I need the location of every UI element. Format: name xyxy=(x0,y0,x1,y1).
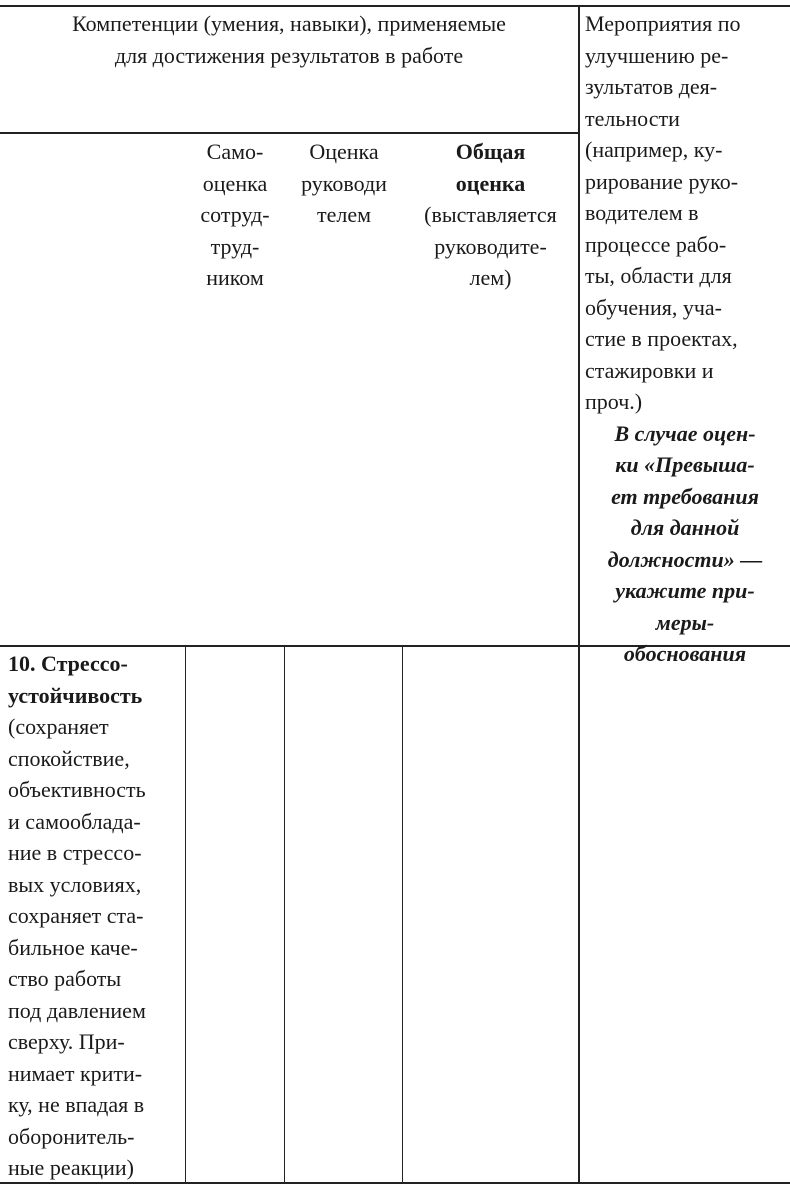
description-line: ку, не впадая в xyxy=(8,1092,145,1117)
table-bottom-border xyxy=(0,1182,790,1184)
note-line: должности» — xyxy=(607,546,763,572)
competency-title: 10. Стрессо- xyxy=(8,651,128,676)
header-line: труд- xyxy=(210,233,260,259)
header-line: стие в проектах, xyxy=(585,326,738,351)
header-line: процессе рабо- xyxy=(585,231,727,257)
header-line: Мероприятия по xyxy=(585,11,741,36)
header-divider xyxy=(0,132,580,134)
overall-assessment-cell[interactable] xyxy=(404,648,576,1178)
note-line: меры- xyxy=(655,609,715,635)
competency-title: устойчивость xyxy=(8,682,143,708)
header-line: руководите- xyxy=(434,233,547,259)
header-line: сотруд- xyxy=(200,202,270,227)
header-line: телем xyxy=(316,202,372,227)
measures-header: Мероприятия по улучшению ре- зультатов д… xyxy=(585,8,790,670)
header-line: оценка xyxy=(202,170,268,196)
note-line: обоснования xyxy=(623,641,747,666)
description-line: спокойствие, xyxy=(8,745,130,771)
description-line: сверху. При- xyxy=(8,1029,125,1054)
note-line: для данной xyxy=(630,515,740,540)
table-top-border xyxy=(0,5,790,7)
note-line: В случае оцен- xyxy=(614,420,756,446)
row-top-border xyxy=(0,645,790,647)
col-divider-2 xyxy=(284,645,285,1184)
description-line: ство работы xyxy=(8,966,122,991)
measures-column-divider xyxy=(578,5,580,1184)
note-line: укажите при- xyxy=(615,578,755,603)
description-line: под давлением xyxy=(8,997,146,1023)
description-line: объективность xyxy=(8,777,146,802)
description-line: оборонитель- xyxy=(8,1123,135,1149)
measures-note: В случае оцен- ки «Превыша- ет требовани… xyxy=(585,418,785,670)
competency-cell: 10. Стрессо- устойчивость (сохраняет спо… xyxy=(8,648,184,1184)
header-line: руководи xyxy=(301,170,387,196)
header-line: (например, ку- xyxy=(585,137,723,162)
header-line: для достижения результатов в работе xyxy=(114,42,464,68)
header-line: водителем в xyxy=(585,200,699,225)
manager-assessment-cell[interactable] xyxy=(286,648,401,1178)
header-line: улучшению ре- xyxy=(585,42,729,68)
col-divider-3 xyxy=(402,645,403,1184)
header-line: (выставляется xyxy=(424,202,557,227)
description-line: бильное каче- xyxy=(8,934,138,960)
header-line: проч.) xyxy=(585,389,643,414)
header-line: оценка xyxy=(455,170,526,196)
measures-cell[interactable] xyxy=(582,648,787,1178)
header-line: рирование руко- xyxy=(585,168,739,194)
header-line: ты, области для xyxy=(585,263,732,288)
header-line: зультатов дея- xyxy=(585,74,718,99)
header-line: тельности xyxy=(585,105,680,131)
description-line: (сохраняет xyxy=(8,714,109,739)
note-line: ки «Превыша- xyxy=(615,452,755,477)
self-assessment-cell[interactable] xyxy=(187,648,283,1178)
header-line: Компетенции (умения, навыки), применяемы… xyxy=(72,11,506,36)
self-assessment-header: Само- оценка сотруд- труд- ником xyxy=(186,136,284,294)
description-line: и самооблада- xyxy=(8,808,141,834)
header-line: лем) xyxy=(469,265,512,290)
col-divider-1 xyxy=(185,645,186,1184)
header-line: стажировки и xyxy=(585,357,714,383)
overall-assessment-header: Общая оценка (выставляется руководите- л… xyxy=(403,136,578,294)
header-line: ником xyxy=(206,265,264,290)
header-line: Само- xyxy=(206,139,264,164)
description-line: ние в стрессо- xyxy=(8,840,142,865)
header-line: Общая xyxy=(455,139,526,164)
description-line: вых условиях, xyxy=(8,871,142,897)
description-line: сохраняет ста- xyxy=(8,903,144,928)
note-line: ет требования xyxy=(611,483,759,509)
description-line: нимает крити- xyxy=(8,1060,143,1086)
header-line: обучения, уча- xyxy=(585,294,723,320)
description-line: ные реакции) xyxy=(8,1155,134,1180)
header-line: Оценка xyxy=(309,139,379,164)
manager-assessment-header: Оценка руководи телем xyxy=(285,136,403,231)
competencies-header: Компетенции (умения, навыки), применяемы… xyxy=(0,8,578,71)
